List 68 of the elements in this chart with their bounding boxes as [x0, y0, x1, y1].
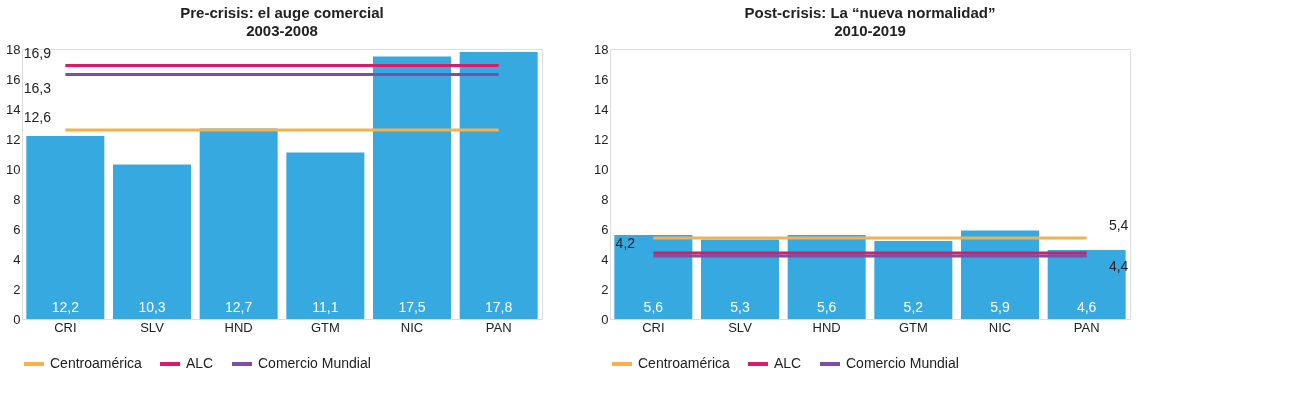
- data-label: 5,6: [643, 299, 664, 315]
- legend-label: Centroamérica: [638, 355, 731, 371]
- y-tick-label: 4: [13, 251, 21, 267]
- y-tick-label: 8: [13, 191, 21, 207]
- data-label: 16,3: [23, 79, 52, 96]
- x-tick-label: SLV: [728, 319, 753, 335]
- y-tick-label: 18: [594, 41, 609, 57]
- bar: [874, 241, 953, 319]
- data-label: 17,8: [485, 299, 513, 315]
- data-label: 5,9: [990, 299, 1010, 315]
- x-tick-label: NIC: [988, 319, 1012, 335]
- x-tick-label: NIC: [400, 319, 424, 335]
- x-tick-label: CRI: [54, 319, 77, 335]
- bar: [1047, 250, 1126, 319]
- y-tick-label: 12: [6, 131, 21, 147]
- y-tick-label: 6: [601, 221, 609, 237]
- data-label: 5,4: [1108, 217, 1129, 233]
- y-tick-label: 8: [601, 191, 609, 207]
- legend-label: Centroamérica: [50, 355, 143, 371]
- y-tick-label: 4: [601, 251, 609, 267]
- y-tick-label: 10: [6, 161, 21, 177]
- y-tick-label: 14: [594, 101, 609, 117]
- x-tick-label: SLV: [140, 319, 165, 335]
- chart-title: Post-crisis: La “nueva normalidad”: [744, 4, 996, 21]
- x-tick-label: HND: [224, 319, 253, 335]
- bar: [614, 235, 693, 319]
- y-tick-label: 0: [13, 311, 21, 327]
- y-tick-label: 2: [601, 281, 609, 297]
- y-tick-label: 12: [594, 131, 609, 147]
- data-label: 5,2: [903, 299, 924, 315]
- bar: [459, 52, 538, 319]
- legend-label: Comercio Mundial: [846, 355, 959, 371]
- y-tick-label: 16: [594, 71, 609, 87]
- data-label: 17,5: [398, 299, 426, 315]
- x-tick-label: HND: [812, 319, 841, 335]
- data-label: 16,9: [23, 44, 52, 61]
- legend-label: ALC: [774, 355, 802, 371]
- bar: [113, 164, 191, 319]
- legend-label: ALC: [186, 355, 214, 371]
- y-tick-label: 16: [6, 71, 21, 87]
- data-label: 11,1: [312, 299, 339, 315]
- chart-subtitle: 2010-2019: [834, 22, 906, 39]
- data-label: 4,6: [1076, 299, 1097, 315]
- y-tick-label: 2: [13, 281, 21, 297]
- y-tick-label: 14: [6, 101, 21, 117]
- data-label: 4,2: [615, 235, 636, 251]
- x-tick-label: CRI: [642, 319, 665, 335]
- legend-label: Comercio Mundial: [258, 355, 371, 371]
- x-tick-label: GTM: [310, 319, 340, 335]
- data-label: 5,6: [816, 299, 837, 315]
- bar: [26, 136, 105, 319]
- bar: [701, 239, 779, 319]
- data-label: 12,2: [51, 299, 80, 315]
- x-tick-label: PAN: [1073, 319, 1100, 335]
- y-tick-label: 10: [594, 161, 609, 177]
- x-tick-label: GTM: [898, 319, 928, 335]
- y-tick-label: 0: [601, 311, 609, 327]
- data-label: 10,3: [138, 299, 166, 315]
- x-tick-label: PAN: [485, 319, 512, 335]
- y-tick-label: 6: [13, 221, 21, 237]
- y-tick-label: 18: [6, 41, 21, 57]
- bar: [286, 152, 365, 319]
- bar: [373, 56, 451, 319]
- chart-title: Pre-crisis: el auge comercial: [180, 4, 384, 21]
- data-label: 12,6: [23, 109, 52, 125]
- data-label: 5,3: [730, 299, 750, 315]
- data-label: 12,7: [225, 299, 253, 315]
- chart-subtitle: 2003-2008: [246, 22, 318, 39]
